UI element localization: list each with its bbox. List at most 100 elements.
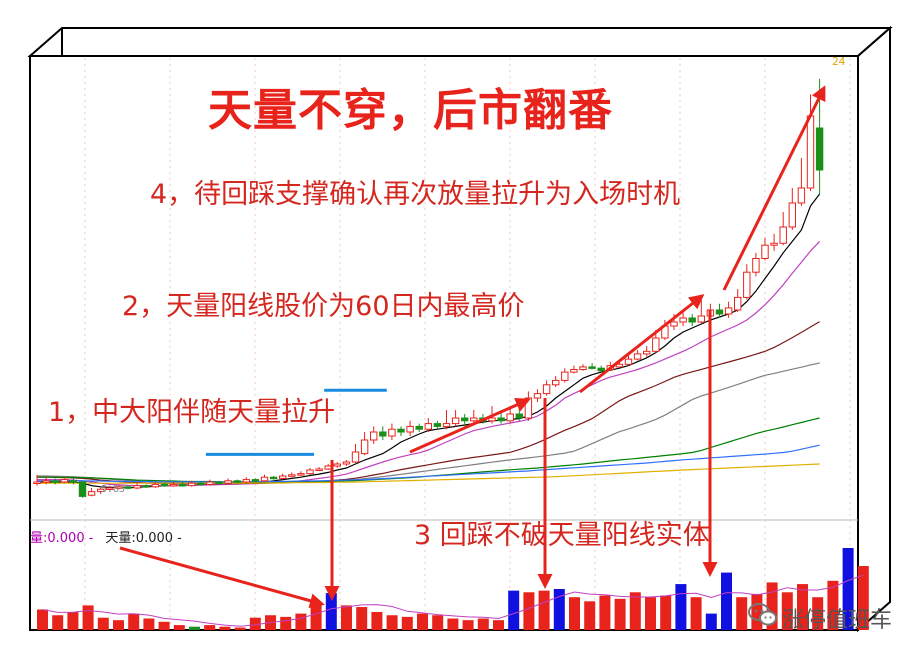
candle-body-58	[561, 371, 569, 381]
chart-frame	[27, 25, 893, 633]
candle-body-9	[115, 486, 123, 489]
candle-body-11	[133, 485, 141, 489]
candle-body-20	[215, 481, 223, 484]
candle-body-75	[715, 309, 724, 315]
candle-body-5	[78, 481, 87, 497]
annotation-1-prefix: 【	[33, 390, 48, 429]
volume-bar-31	[508, 590, 520, 630]
candle-body-38	[379, 431, 387, 437]
volume-bar-19	[325, 593, 337, 630]
candle-body-40	[397, 428, 405, 433]
frame-top	[27, 27, 893, 57]
wechat-icon	[748, 603, 777, 626]
candle-body-32	[324, 465, 332, 470]
volume-bar-21	[356, 607, 368, 630]
ma-line-6	[37, 444, 820, 483]
candle-body-82	[779, 226, 787, 244]
volume-legend: 量:0.000 - 天量:0.000 -	[30, 527, 182, 546]
watermark-text: 涨停值班车	[782, 608, 893, 633]
candle-body-72	[688, 317, 696, 323]
high-price-label: 24	[832, 55, 846, 68]
volume-bar-30	[493, 620, 504, 630]
volume-bar-11	[204, 625, 216, 630]
candle-body-80	[761, 244, 769, 259]
volume-bar-2	[67, 611, 79, 630]
arrow-6	[579, 294, 705, 394]
volume-bar-3	[82, 605, 94, 630]
volume-bar-25	[417, 613, 428, 630]
volume-bar-44	[705, 613, 717, 630]
candle-body-8	[106, 487, 114, 490]
candle-body-26	[269, 476, 278, 480]
volume-bar-16	[280, 616, 292, 630]
arrow-5	[409, 397, 531, 454]
volume-bar-54	[857, 566, 869, 630]
candle-body-67	[643, 350, 651, 355]
annotation-3: 3 回踩不破天量阳线实体	[414, 520, 710, 551]
candle-body-52	[506, 413, 514, 422]
volume-bar-26	[432, 615, 444, 630]
volume-bar-7	[143, 618, 155, 630]
candle-body-34	[342, 461, 351, 465]
candle-body-0	[33, 481, 41, 484]
candle-body-86	[815, 127, 824, 171]
candle-body-64	[615, 363, 624, 368]
volume-bar-17	[295, 613, 307, 630]
volume-bar-37	[599, 595, 611, 630]
candle-body-81	[770, 242, 778, 246]
low-price-label: 5.83	[101, 484, 126, 495]
volume-bar-53	[842, 548, 854, 630]
volume-legend-item2: 天量:0.000 -	[105, 531, 182, 546]
candle-body-22	[233, 480, 241, 483]
candle-body-19	[206, 481, 214, 485]
volume-bar-28	[462, 620, 474, 630]
candle-body-14	[160, 483, 169, 487]
volume-bar-4	[97, 617, 109, 630]
candle-body-3	[60, 479, 68, 483]
ma-line-7	[37, 463, 820, 484]
volume-bar-8	[158, 621, 170, 630]
volume-bar-45	[721, 572, 732, 630]
volume-bar-51	[812, 597, 824, 630]
annotation-2: 2，天量阳线股价为60日内最高价	[122, 291, 525, 322]
volume-bar-12	[219, 626, 231, 630]
candle-body-77	[734, 296, 742, 311]
candle-body-66	[633, 353, 642, 360]
candle-body-45	[442, 423, 451, 427]
candle-body-12	[142, 485, 150, 488]
candle-body-85	[806, 115, 815, 189]
volume-bar-36	[584, 601, 596, 630]
candle-body-42	[415, 425, 423, 430]
volume-bar-9	[173, 625, 185, 630]
volume-bar-35	[569, 597, 580, 630]
candle-body-78	[743, 271, 751, 298]
candle-body-83	[788, 202, 796, 228]
volume-legend-item1: 量:0.000 -	[30, 531, 94, 546]
volume-bar-49	[781, 592, 793, 630]
volume-ma-line	[42, 574, 864, 627]
candle-body-76	[724, 307, 733, 315]
candle-body-23	[242, 479, 251, 483]
volume-bar-27	[447, 618, 459, 630]
volume-bar-46	[736, 597, 748, 630]
volume-bar-33	[538, 590, 550, 630]
candle-body-47	[461, 417, 469, 422]
candle-body-51	[497, 417, 505, 422]
candle-body-1	[42, 480, 50, 483]
candle-body-50	[488, 417, 496, 422]
volume-bar-50	[797, 584, 808, 630]
annotation-1-text: 1，中大阳伴随天量拉升	[48, 397, 336, 428]
candle-body-39	[388, 428, 396, 437]
candle-body-61	[588, 366, 596, 369]
candle-body-59	[570, 369, 578, 373]
candle-body-68	[652, 337, 660, 352]
volume-bar-20	[341, 605, 352, 630]
arrow-7	[722, 85, 826, 291]
arrow-1	[119, 546, 325, 609]
volume-bar-6	[128, 613, 140, 630]
volume-bar-10	[189, 626, 200, 630]
volume-bar-48	[766, 582, 778, 630]
candle-body-43	[424, 423, 433, 430]
volume-bars	[37, 548, 869, 630]
